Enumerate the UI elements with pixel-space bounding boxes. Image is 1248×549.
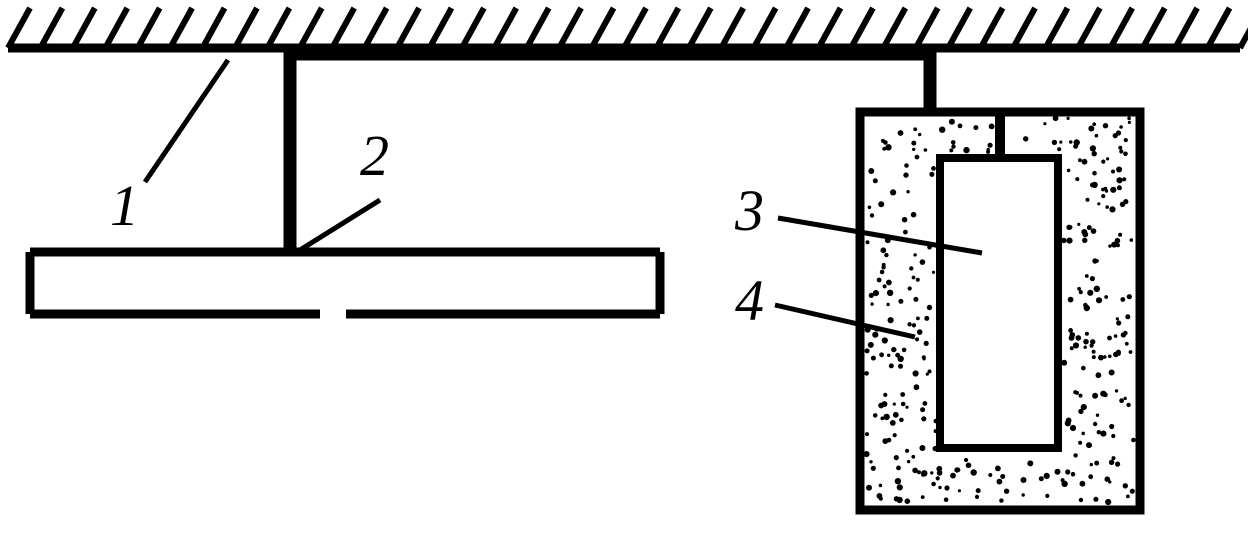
label-2: 2 xyxy=(360,123,389,188)
enclosure xyxy=(860,112,1140,510)
label-3: 3 xyxy=(734,178,764,243)
enclosure-inner xyxy=(940,158,1058,448)
label-1: 1 xyxy=(110,173,139,238)
schematic-diagram: 1 2 3 4 xyxy=(0,0,1248,549)
leader-1 xyxy=(145,60,228,182)
plate xyxy=(30,252,660,314)
label-4: 4 xyxy=(735,268,764,333)
ceiling-hatch-group xyxy=(8,8,1248,48)
ceiling-hatched xyxy=(8,8,1248,48)
leader-2 xyxy=(300,200,380,250)
